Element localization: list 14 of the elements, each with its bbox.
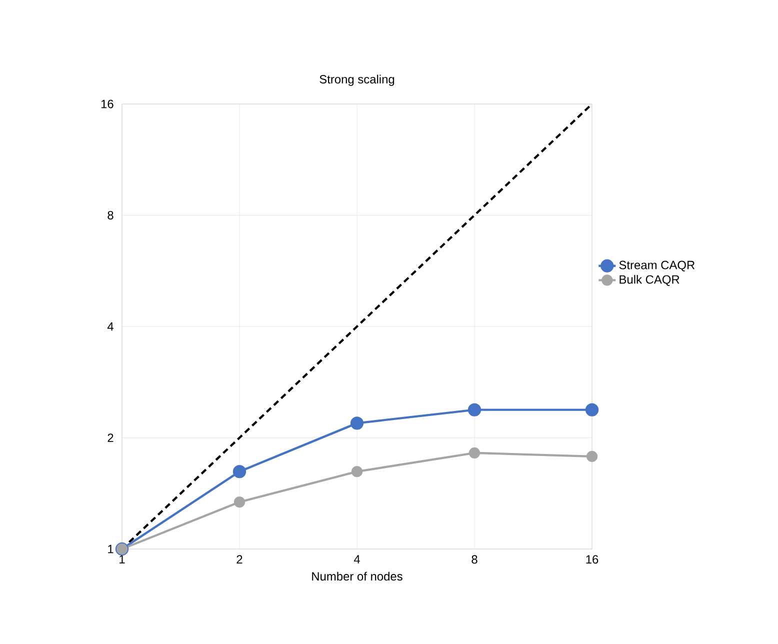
- y-tick-label: 2: [108, 434, 114, 442]
- y-tick-label: 1: [108, 544, 114, 554]
- x-tick-label: 2: [236, 555, 242, 564]
- x-tick-label: 8: [472, 555, 478, 564]
- y-tick-label: 8: [108, 211, 114, 220]
- x-axis-title: Number of nodes: [312, 572, 402, 581]
- chart-title: Strong scaling: [320, 74, 394, 86]
- legend-label: Stream CAQR: [619, 260, 695, 272]
- x-tick-label: 4: [354, 555, 360, 564]
- y-tick-label: 16: [101, 100, 114, 108]
- y-tick-label: 4: [107, 322, 114, 331]
- x-tick-label: 1: [120, 555, 125, 564]
- x-tick-label: 16: [586, 555, 598, 564]
- legend-label: Bulk CAQR: [620, 274, 680, 286]
